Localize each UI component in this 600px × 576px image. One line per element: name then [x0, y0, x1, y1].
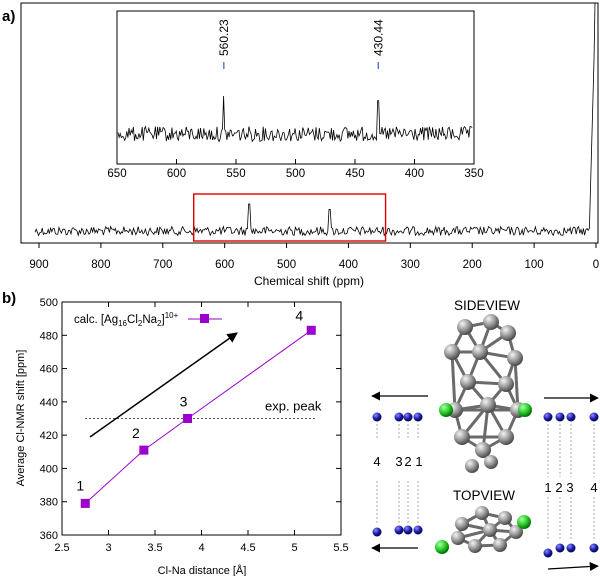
right-number: 4 [590, 480, 597, 495]
spectrum-panel: 900 800 700 600 500 400 300 200 100 0 Chemical sh… [20, 2, 599, 288]
y-tick-label: 420 [40, 430, 58, 442]
right-number: 3 [566, 480, 573, 495]
data-point-label: 3 [180, 394, 188, 410]
inset-frame [116, 10, 475, 165]
right-number: 1 [544, 480, 551, 495]
distance-plot: 2.5 3 3.5 4 4.5 5 5.5360380400420440460480500 … [15, 297, 349, 576]
cluster-structure: SIDEVIEW TOPVIEW [371, 298, 599, 572]
x-tick-label: 2.5 [54, 542, 69, 554]
data-point [80, 498, 90, 508]
x-tick-label: 900 [29, 259, 48, 271]
y-tick-label: 400 [40, 463, 58, 475]
sodium-atoms [372, 412, 599, 558]
x-tick-label: 600 [215, 259, 234, 271]
chlorine-atom [517, 515, 531, 529]
x-tick-label: 400 [339, 259, 358, 271]
y-tick-label: 480 [40, 330, 58, 342]
inset-tick-label: 600 [167, 168, 186, 180]
topview-label: TOPVIEW [453, 488, 515, 503]
plot-ticks: 2.5 3 3.5 4 4.5 5 5.5 360 380 400 420 440 460 480 500 [40, 297, 349, 554]
arrow-bottom-right [547, 561, 599, 572]
chlorine-atom [435, 540, 449, 554]
sideview-label: SIDEVIEW [454, 298, 520, 313]
left-number: 3 [395, 454, 402, 469]
plot-legend: calc. [Ag16Cl2Na2]10+ [74, 311, 222, 328]
direction-arrows [371, 391, 599, 572]
left-number: 1 [415, 454, 422, 469]
peak-label: 560.23 [217, 19, 231, 56]
inset-plot: 560.23 430.44 650 600 550 500 450 400 350 [107, 10, 484, 180]
x-tick-label: 3 [105, 542, 111, 554]
x-tick-label: 300 [401, 259, 420, 271]
y-tick-label: 500 [40, 297, 58, 309]
x-tick-label: 5.5 [333, 542, 348, 554]
distance-guides [376, 424, 595, 541]
inset-tick-label: 500 [286, 168, 305, 180]
left-number: 4 [373, 454, 380, 469]
inset-tick-label: 450 [345, 168, 364, 180]
x-tick-label: 800 [91, 259, 110, 271]
inset-peak-labels: 560.23 430.44 [217, 19, 385, 69]
data-point [306, 325, 316, 335]
y-tick-label: 460 [40, 364, 58, 376]
series-points [80, 325, 316, 508]
x-tick-label: 100 [525, 259, 544, 271]
x-tick-label: 200 [463, 259, 482, 271]
x-tick-label: 3.5 [147, 542, 162, 554]
panel-label-b: b) [2, 290, 17, 307]
right-distance-numbers: 1 2 3 4 [544, 480, 597, 495]
legend-marker [200, 314, 209, 323]
x-tick-label: 5 [291, 542, 297, 554]
series-line [84, 329, 312, 504]
peak-label: 430.44 [371, 19, 385, 56]
inset-tick-label: 650 [107, 168, 126, 180]
data-point-label: 2 [132, 425, 140, 441]
sideview-cluster [439, 314, 532, 473]
plot-x-label: Cl-Na distance [Å] [158, 564, 247, 576]
inset-tick-label: 550 [226, 168, 245, 180]
trend-arrow [89, 332, 238, 438]
spectrum-x-label: Chemical shift (ppm) [254, 274, 364, 288]
highlight-box [193, 193, 387, 242]
y-tick-label: 440 [40, 397, 58, 409]
x-tick-label: 700 [153, 259, 172, 271]
plot-y-label: Average Cl-NMR shift [ppm] [15, 350, 27, 487]
panel-label-a: a) [2, 8, 16, 25]
exp-peak-label: exp. peak [265, 399, 322, 414]
left-number: 2 [404, 454, 411, 469]
spectrum-x-ticks: 900 800 700 600 500 400 300 200 100 0 [29, 243, 599, 271]
inset-tick-label: 350 [464, 168, 483, 180]
inset-x-ticks: 650 600 550 500 450 400 350 [107, 159, 484, 180]
x-tick-label: 0 [593, 259, 599, 271]
y-tick-label: 360 [40, 530, 58, 542]
inset-tick-label: 400 [405, 168, 424, 180]
topview-cluster [435, 506, 531, 554]
inset-trace [117, 95, 473, 143]
y-tick-label: 380 [40, 497, 58, 509]
right-number: 2 [555, 480, 562, 495]
chlorine-atom [518, 403, 532, 417]
x-tick-label: 4.5 [240, 542, 255, 554]
spectrum-frame [20, 2, 599, 244]
left-distance-numbers: 4 3 2 1 [373, 454, 422, 469]
point-labels: 1 2 3 4 [76, 307, 303, 493]
data-point-label: 4 [295, 307, 303, 323]
x-tick-label: 500 [277, 259, 296, 271]
data-point [139, 445, 149, 455]
x-tick-label: 4 [198, 542, 204, 554]
spectrum-trace [34, 2, 596, 237]
chlorine-atom [439, 403, 453, 417]
legend-label: calc. [Ag16Cl2Na2]10+ [74, 311, 179, 328]
data-point [183, 414, 193, 423]
data-point-label: 1 [76, 477, 84, 493]
